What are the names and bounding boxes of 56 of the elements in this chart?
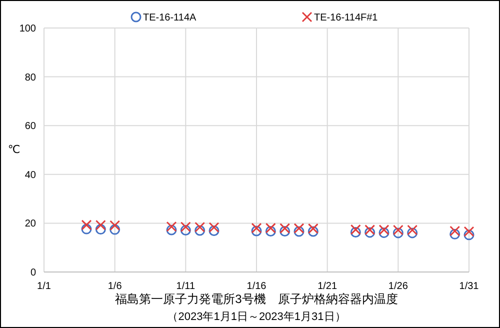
point xyxy=(180,222,191,232)
point xyxy=(364,227,376,238)
point xyxy=(265,222,276,234)
y-tick-label: 20 xyxy=(24,218,36,230)
point xyxy=(95,220,106,230)
x-tick-label: 1/1 xyxy=(37,281,52,292)
point xyxy=(407,228,418,238)
point xyxy=(95,224,106,235)
point xyxy=(251,226,262,236)
point xyxy=(407,224,418,236)
point xyxy=(350,224,361,235)
point xyxy=(166,224,177,236)
y-tick-label: 40 xyxy=(24,170,36,181)
y-tick-label: 60 xyxy=(24,121,36,132)
x-tick-label: 1/26 xyxy=(388,281,408,292)
point xyxy=(392,224,404,236)
point xyxy=(450,228,460,240)
point xyxy=(81,224,92,234)
point xyxy=(251,222,262,234)
point xyxy=(166,221,177,232)
y-tick-label: 100 xyxy=(19,24,36,34)
point xyxy=(450,226,460,236)
point xyxy=(265,226,276,236)
point xyxy=(110,220,120,231)
legend-label: TE-16-114F#1 xyxy=(314,12,378,24)
point xyxy=(464,230,474,240)
point xyxy=(392,228,404,238)
point xyxy=(280,223,290,234)
x-tick-label: 1/21 xyxy=(318,281,338,292)
point xyxy=(280,226,290,236)
point xyxy=(308,226,318,237)
point xyxy=(294,223,304,234)
point xyxy=(194,222,206,232)
text: 福島第一原子力発電所3号機 原子炉格納容器内温度 xyxy=(115,292,398,306)
point xyxy=(378,224,390,236)
legend-label: TE-16-114A xyxy=(143,12,197,24)
y-tick-label: 80 xyxy=(24,72,36,84)
point xyxy=(350,226,361,238)
point xyxy=(208,226,220,236)
x-tick-label: 1/11 xyxy=(176,281,196,292)
point xyxy=(364,224,376,236)
point xyxy=(378,227,390,238)
point xyxy=(294,226,304,237)
point xyxy=(208,222,220,233)
x-tick-label: 1/31 xyxy=(459,281,480,292)
text: （2023年1月1日～2023年1月31日） xyxy=(167,311,346,323)
point xyxy=(110,224,120,235)
point xyxy=(464,226,474,237)
y-axis-title: ℃ xyxy=(8,144,20,156)
point xyxy=(180,225,191,236)
point xyxy=(308,223,318,234)
point xyxy=(81,220,92,230)
x-tick-label: 1/6 xyxy=(108,281,122,292)
point xyxy=(194,225,206,236)
x-tick-label: 1/16 xyxy=(246,281,267,292)
y-tick-label: 0 xyxy=(30,268,36,278)
